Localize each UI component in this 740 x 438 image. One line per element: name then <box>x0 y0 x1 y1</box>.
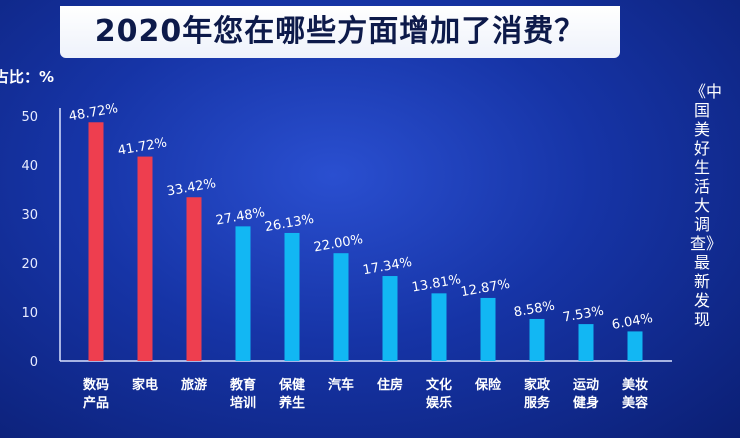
title-banner <box>60 6 620 58</box>
category-label: 美妆 <box>622 377 648 393</box>
bar <box>578 324 594 361</box>
bar-value-label: 41.72% <box>117 135 168 158</box>
bar-value-label: 48.72% <box>68 101 119 124</box>
y-tick-label: 50 <box>21 110 38 125</box>
bar-value-label: 27.48% <box>215 205 266 228</box>
category-label: 培训 <box>230 395 256 411</box>
category-label: 健身 <box>573 395 599 411</box>
bar-value-label: 22.00% <box>313 232 364 255</box>
y-tick-label: 10 <box>21 306 38 321</box>
category-label: 文化 <box>426 377 452 393</box>
category-label: 娱乐 <box>426 395 452 411</box>
bar-value-label: 6.04% <box>611 311 654 333</box>
source-note: 《中国美好生活大调查》最新发现 <box>690 82 723 329</box>
y-tick-label: 30 <box>21 208 38 223</box>
chart-title: 2020年您在哪些方面增加了消费？ <box>94 14 586 49</box>
bar-value-label: 13.81% <box>411 272 462 295</box>
bar <box>88 122 104 361</box>
bar <box>382 276 398 361</box>
category-label: 旅游 <box>181 377 207 393</box>
y-tick-label: 20 <box>21 257 38 272</box>
y-axis-label: 占比：% <box>0 68 55 86</box>
bar <box>235 226 251 361</box>
category-label: 服务 <box>524 395 551 411</box>
bar <box>431 293 447 361</box>
category-label: 家电 <box>132 377 158 393</box>
category-label: 产品 <box>83 395 109 411</box>
bar <box>137 156 153 361</box>
y-tick-label: 40 <box>21 159 38 174</box>
category-label: 教育 <box>229 377 256 393</box>
bar <box>284 232 300 361</box>
bar <box>627 331 643 361</box>
y-tick-label: 0 <box>30 355 38 370</box>
bar <box>186 197 202 361</box>
category-label: 数码 <box>83 377 109 393</box>
bar-value-label: 7.53% <box>562 304 605 326</box>
category-label: 家政 <box>524 377 551 393</box>
category-label: 保健 <box>278 377 305 393</box>
category-label: 住房 <box>377 377 403 393</box>
bar <box>333 253 349 361</box>
category-label: 保险 <box>474 377 502 393</box>
bar-value-label: 26.13% <box>264 212 315 235</box>
bar-value-label: 8.58% <box>513 299 556 321</box>
bar-value-label: 33.42% <box>166 176 217 199</box>
bar <box>529 318 545 361</box>
category-label: 汽车 <box>328 377 354 393</box>
bar <box>480 297 496 361</box>
bar-value-label: 12.87% <box>460 277 511 300</box>
bar-value-label: 17.34% <box>362 255 413 278</box>
category-label: 运动 <box>573 378 599 393</box>
category-label: 美容 <box>622 395 648 411</box>
category-label: 养生 <box>278 395 305 411</box>
